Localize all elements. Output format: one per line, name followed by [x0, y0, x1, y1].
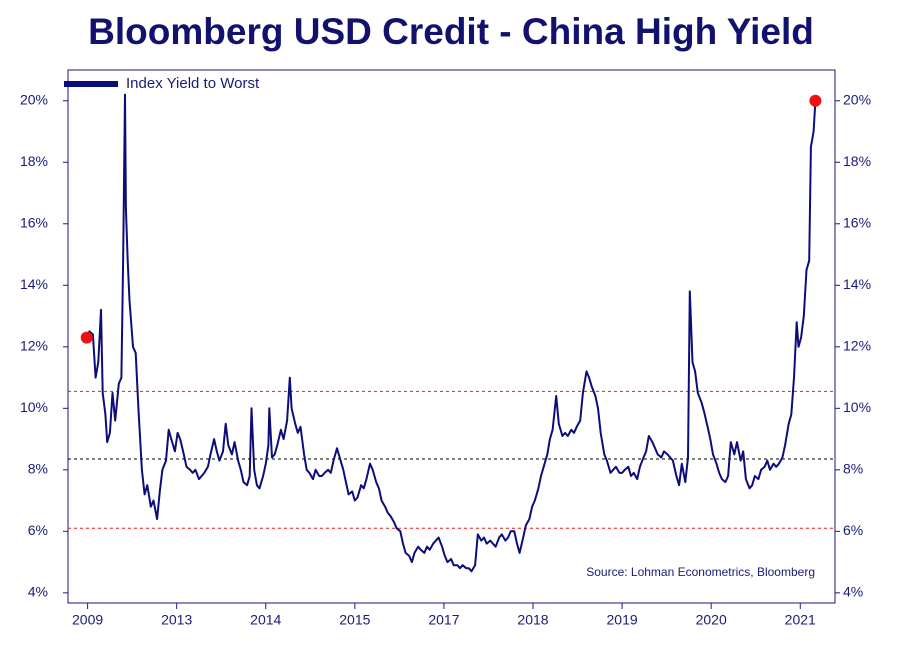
x-tick-label: 2013 — [161, 612, 192, 628]
y-tick-label: 4% — [28, 584, 48, 600]
y2-tick-label: 4% — [843, 584, 863, 600]
x-tick-label: 2021 — [785, 612, 816, 628]
y-tick-label: 18% — [20, 153, 48, 169]
y-tick-label: 16% — [20, 214, 48, 230]
y-tick-label: 10% — [20, 399, 48, 415]
y2-tick-label: 8% — [843, 461, 863, 477]
y-tick-label: 14% — [20, 276, 48, 292]
legend-label: Index Yield to Worst — [126, 75, 260, 92]
y2-tick-label: 14% — [843, 276, 871, 292]
x-tick-label: 2020 — [696, 612, 727, 628]
y2-tick-label: 18% — [843, 153, 871, 169]
y2-tick-label: 16% — [843, 214, 871, 230]
x-tick-label: 2019 — [607, 612, 638, 628]
plot-frame — [67, 69, 836, 604]
x-tick-label: 2017 — [428, 612, 459, 628]
x-tick-label: 2018 — [517, 612, 548, 628]
x-tick-label: 2015 — [339, 612, 370, 628]
y2-tick-label: 6% — [843, 522, 863, 538]
y-tick-label: 20% — [20, 91, 48, 107]
y2-tick-label: 20% — [843, 91, 871, 107]
y2-tick-label: 10% — [843, 399, 871, 415]
chart-title: Bloomberg USD Credit - China High Yield — [88, 11, 814, 52]
source-note: Source: Lohman Econometrics, Bloomberg — [586, 565, 815, 579]
marker-dot — [80, 331, 93, 344]
x-tick-label: 2009 — [72, 612, 103, 628]
y-tick-label: 8% — [28, 461, 48, 477]
y-tick-label: 6% — [28, 522, 48, 538]
y-tick-label: 12% — [20, 338, 48, 354]
marker-dot — [809, 94, 822, 107]
x-tick-label: 2014 — [250, 612, 281, 628]
series-line — [85, 93, 817, 573]
y2-tick-label: 12% — [843, 338, 871, 354]
